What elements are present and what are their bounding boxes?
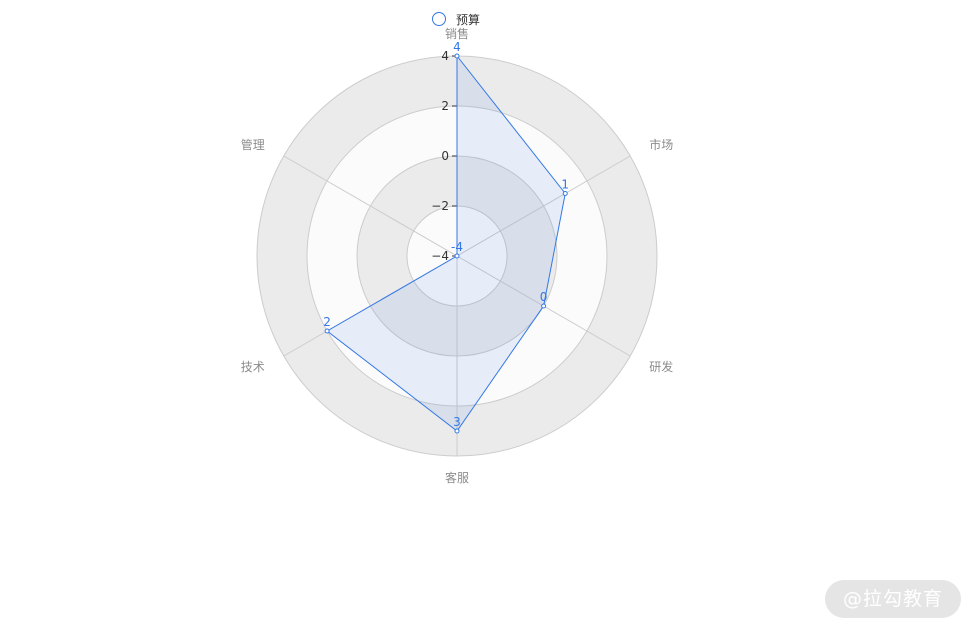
legend-circle-icon [432, 12, 446, 26]
data-label: 2 [323, 315, 331, 329]
data-point [324, 328, 330, 334]
scale-tick-label: 0 [441, 149, 449, 163]
scale-tick-label: 4 [441, 49, 449, 63]
legend[interactable]: 预算 [432, 10, 480, 28]
indicator-label: 技术 [241, 360, 265, 374]
legend-label: 预算 [456, 12, 481, 27]
data-point [454, 253, 460, 259]
data-point [562, 191, 568, 196]
data-label: 0 [540, 290, 548, 304]
data-point [454, 53, 460, 59]
indicator-label: 研发 [649, 359, 673, 374]
data-label: 3 [453, 415, 461, 429]
axis-line [283, 155, 458, 257]
scale-tick-label: 2 [441, 99, 449, 113]
scale-tick-label: −2 [431, 199, 449, 213]
axis-line [456, 155, 631, 257]
data-point [454, 428, 460, 434]
data-point [541, 303, 547, 309]
scale-tick-label: −4 [431, 249, 449, 263]
indicator-label: 管理 [241, 137, 265, 152]
indicator-label: 销售 [445, 26, 469, 41]
indicator-label: 客服 [445, 470, 469, 485]
watermark: @拉勾教育 [825, 580, 961, 618]
data-label: 1 [561, 178, 569, 192]
indicator-label: 市场 [649, 137, 673, 152]
data-label: -4 [451, 240, 463, 254]
data-label: 4 [453, 40, 461, 54]
